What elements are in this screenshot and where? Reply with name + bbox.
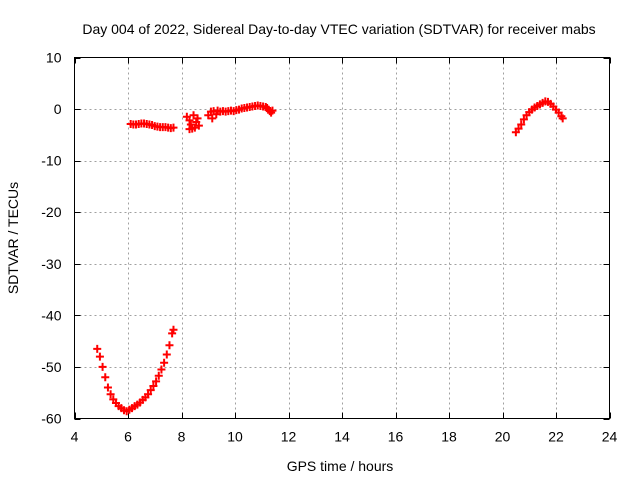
- y-tick-label: 0: [54, 101, 62, 117]
- data-point-segment-d: [519, 115, 528, 124]
- y-tick-label: -20: [41, 204, 61, 220]
- data-point-deep-pass: [154, 371, 163, 380]
- data-point-segment-b: [193, 114, 202, 123]
- data-point-deep-pass: [93, 344, 102, 353]
- data-point-segment-b: [190, 123, 199, 132]
- x-tick-labels: 4 6 8 10 12 14 16 18 20 22 24: [71, 429, 618, 445]
- data-point-deep-pass: [169, 325, 178, 334]
- x-tick-label: 20: [495, 429, 511, 445]
- x-tick-label: 8: [178, 429, 186, 445]
- x-tick-label: 18: [441, 429, 457, 445]
- data-point-segment-c: [268, 106, 277, 115]
- y-tick-label: -10: [41, 153, 61, 169]
- data-point-segment-d: [517, 120, 526, 129]
- x-tick-label: 16: [388, 429, 404, 445]
- data-point-deep-pass: [106, 390, 115, 399]
- data-point-segment-b: [185, 116, 194, 125]
- data-point-segment-b: [186, 120, 195, 129]
- data-point-segment-b: [189, 111, 198, 120]
- data-point-segment-d: [514, 124, 523, 133]
- y-tick-label: 10: [46, 50, 62, 66]
- x-tick-label: 10: [227, 429, 243, 445]
- data-point-deep-pass: [144, 390, 153, 399]
- y-tick-label: -60: [41, 411, 61, 427]
- y-tick-label: -40: [41, 307, 61, 323]
- grid-lines: [74, 57, 610, 419]
- data-point-deep-pass: [149, 382, 158, 391]
- data-point-deep-pass: [95, 352, 104, 361]
- data-point-deep-pass: [103, 383, 112, 392]
- data-point-segment-b: [185, 125, 194, 134]
- data-point-deep-pass: [162, 350, 171, 359]
- data-point-deep-pass: [165, 341, 174, 350]
- x-tick-label: 24: [602, 429, 618, 445]
- data-point-deep-pass: [146, 386, 155, 395]
- data-points: [93, 97, 567, 416]
- data-point-segment-c: [208, 114, 217, 123]
- y-tick-label: -30: [41, 256, 61, 272]
- y-tick-labels: 10 0 -10 -20 -30 -40 -50 -60: [41, 50, 61, 427]
- x-tick-label: 6: [124, 429, 132, 445]
- x-tick-label: 22: [548, 429, 564, 445]
- chart-title: Day 004 of 2022, Sidereal Day-to-day VTE…: [82, 21, 595, 37]
- data-point-deep-pass: [101, 373, 110, 382]
- x-tick-label: 4: [71, 429, 79, 445]
- data-point-segment-d: [558, 114, 567, 123]
- data-point-segment-b: [194, 121, 203, 130]
- x-axis-label: GPS time / hours: [287, 458, 394, 474]
- data-point-deep-pass: [152, 377, 161, 386]
- x-tick-label: 14: [334, 429, 350, 445]
- y-axis-label: SDTVAR / TECUs: [5, 182, 21, 294]
- data-point-deep-pass: [160, 358, 169, 367]
- data-point-segment-a: [169, 123, 178, 132]
- data-point-deep-pass: [157, 365, 166, 374]
- y-tick-label: -50: [41, 359, 61, 375]
- data-point-deep-pass: [98, 362, 107, 371]
- axis-ticks: [74, 57, 611, 420]
- x-tick-label: 12: [281, 429, 297, 445]
